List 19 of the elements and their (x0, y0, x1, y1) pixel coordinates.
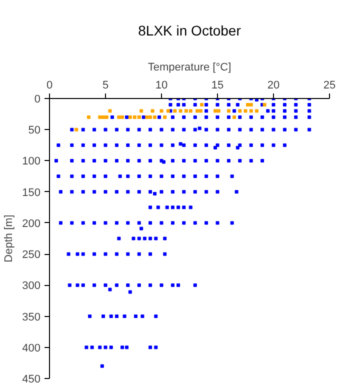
x-tick-label: 20 (267, 80, 280, 92)
y-tick-label: 350 (22, 311, 41, 324)
y-tick-label: 400 (22, 342, 41, 354)
y-tick-label: 150 (22, 186, 41, 199)
y-tick-label: 300 (22, 280, 41, 292)
x-tick-label: 15 (211, 80, 224, 92)
y-axis-title: Depth [m] (3, 214, 16, 262)
y-tick-label: 0 (34, 94, 41, 106)
x-tick-label: 10 (155, 80, 168, 92)
chart-title: 8LXK in October (138, 22, 242, 38)
y-tick-label: 200 (22, 218, 41, 230)
x-tick-label: 0 (46, 80, 53, 92)
x-tick-label: 5 (102, 80, 109, 92)
x-axis-title: Temperature [°C] (148, 62, 232, 74)
x-tick-label: 25 (323, 80, 336, 92)
y-tick-label: 50 (28, 124, 41, 137)
y-tick-label: 450 (22, 374, 41, 384)
y-tick-label: 100 (22, 156, 41, 168)
y-tick-label: 250 (22, 249, 41, 262)
